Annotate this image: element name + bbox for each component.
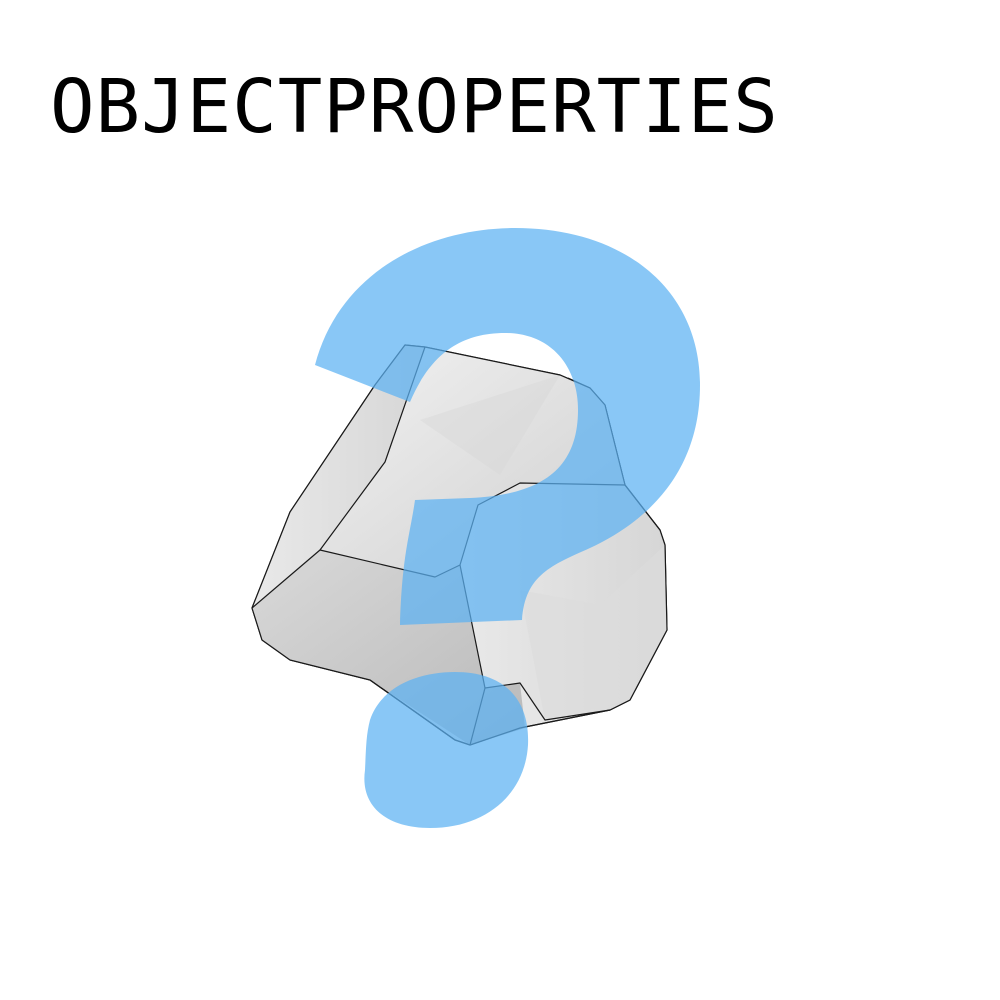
page-title: OBJECTPROPERTIES bbox=[50, 64, 779, 150]
question-mark-icon bbox=[315, 228, 700, 828]
